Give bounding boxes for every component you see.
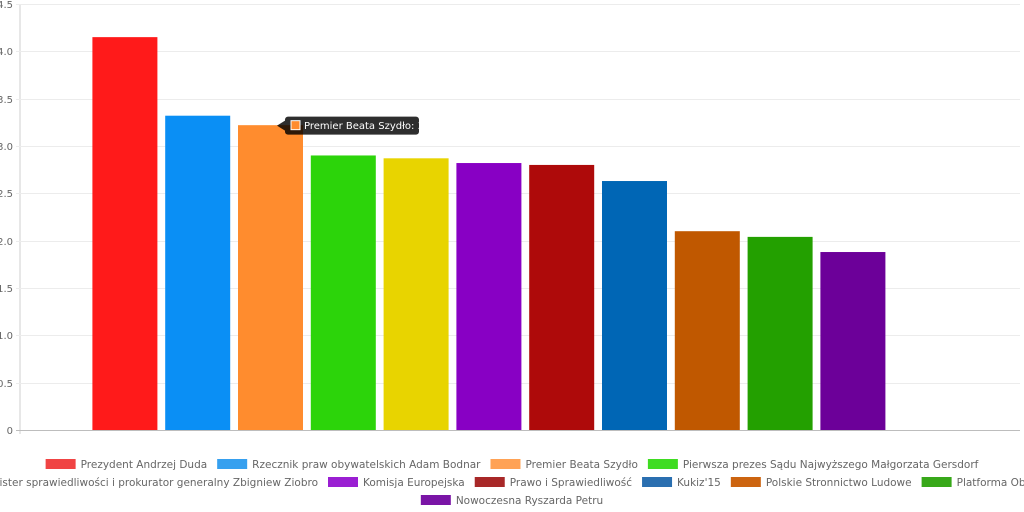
legend-swatch (328, 477, 358, 487)
legend-swatch (474, 477, 505, 487)
tooltip-label: Premier Beata Szydło: 3.22 (304, 121, 440, 132)
legend-item[interactable]: Prawo i Sprawiedliwość (474, 477, 633, 489)
legend-swatch (217, 459, 248, 469)
y-tick-label: 0.5 (0, 379, 13, 390)
legend-swatch (420, 495, 451, 505)
legend-item[interactable]: Pierwsza prezes Sądu Najwyższego Małgorz… (647, 459, 979, 471)
legend-label: Pierwsza prezes Sądu Najwyższego Małgorz… (683, 459, 979, 471)
legend-label: Prawo i Sprawiedliwość (510, 477, 633, 489)
y-tick-label: 2.5 (0, 189, 13, 200)
tooltip: Premier Beata Szydło: 3.22 (277, 116, 440, 135)
bar[interactable] (92, 37, 158, 431)
bar[interactable] (383, 158, 449, 430)
legend-swatch (730, 477, 761, 487)
tooltip-box (285, 116, 419, 135)
y-tick-label: 4.0 (0, 47, 13, 58)
legend-item[interactable]: Premier Beata Szydło (490, 459, 638, 471)
bar[interactable] (820, 252, 886, 430)
tooltip-swatch (290, 120, 301, 131)
legend: Prezydent Andrzej Duda Rzecznik praw obyw… (0, 459, 1024, 507)
bar[interactable] (165, 115, 231, 430)
tooltip-caret (277, 120, 285, 131)
legend-label: Polskie Stronnictwo Ludowe (766, 477, 912, 489)
bar[interactable] (238, 125, 303, 430)
legend-swatch (647, 459, 678, 469)
legend-item[interactable]: Platforma Obywatelska (921, 477, 1024, 489)
y-tick-label: 1.0 (0, 331, 13, 342)
legend-item[interactable]: Kukiz'15 (642, 477, 721, 489)
y-tick-label: 1.5 (0, 284, 13, 295)
legend-label: Minister sprawiedliwości i prokurator ge… (0, 477, 318, 489)
y-tick-label: 4.5 (0, 0, 13, 11)
y-tick-label: 0 (7, 426, 13, 437)
y-tick-label: 3.5 (0, 95, 13, 106)
legend-item[interactable]: Nowoczesna Ryszarda Petru (420, 495, 603, 507)
bar[interactable] (456, 163, 522, 431)
legend-swatch (490, 459, 521, 469)
legend-label: Platforma Obywatelska (957, 477, 1024, 489)
y-tick-label: 2.0 (0, 237, 13, 248)
legend-label: Premier Beata Szydło (525, 459, 637, 471)
legend-label: Komisja Europejska (363, 477, 465, 489)
legend-swatch (45, 459, 76, 469)
legend-item[interactable]: Prezydent Andrzej Duda (45, 459, 208, 471)
bar[interactable] (529, 164, 595, 430)
bar[interactable] (747, 236, 813, 430)
legend-label: Prezydent Andrzej Duda (81, 459, 208, 471)
bar[interactable] (674, 231, 740, 430)
legend-label: Kukiz'15 (677, 477, 721, 489)
legend-item[interactable]: Minister sprawiedliwości i prokurator ge… (0, 477, 318, 489)
y-axis-ticks: 0 0.5 1.0 1.5 2.0 2.5 3.0 3.5 4.0 4.5 (0, 0, 13, 437)
bars (92, 37, 886, 431)
legend-swatch (642, 477, 673, 487)
bar[interactable] (602, 181, 667, 430)
legend-label: Nowoczesna Ryszarda Petru (456, 495, 603, 507)
legend-swatch (921, 477, 952, 487)
legend-label: Rzecznik praw obywatelskich Adam Bodnar (252, 459, 481, 471)
bar[interactable] (310, 155, 376, 430)
legend-item[interactable]: Rzecznik praw obywatelskich Adam Bodnar (217, 459, 481, 471)
legend-item[interactable]: Polskie Stronnictwo Ludowe (730, 477, 912, 489)
y-tick-label: 3.0 (0, 142, 13, 153)
legend-item[interactable]: Komisja Europejska (328, 477, 465, 489)
